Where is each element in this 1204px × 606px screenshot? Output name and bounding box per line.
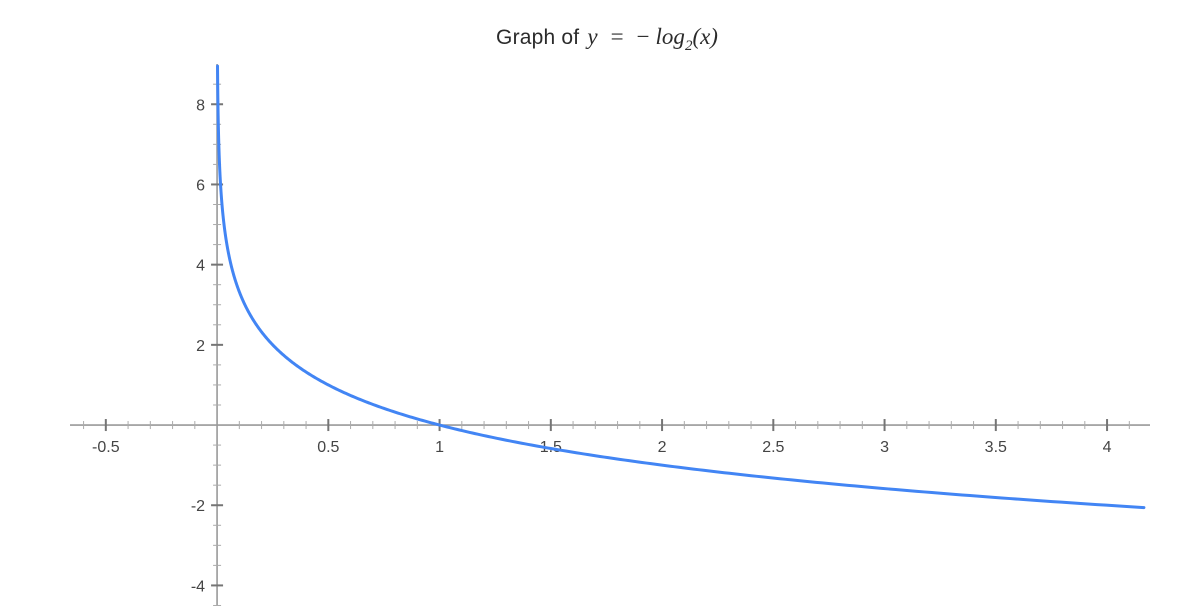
math-log: log	[655, 24, 685, 49]
y-tick-label: -4	[191, 578, 205, 595]
math-argument: (x)	[692, 24, 718, 49]
x-tick-label: 4	[1103, 439, 1112, 456]
title-prefix: Graph of	[496, 26, 580, 49]
x-tick-label: 3	[880, 439, 889, 456]
y-tick-label: 4	[196, 258, 205, 275]
x-tick-label: 2	[658, 439, 667, 456]
math-equals: =	[610, 24, 624, 49]
title-math-expression: y = − log2(x)	[579, 24, 718, 54]
x-tick-label: -0.5	[92, 439, 120, 456]
math-y: y	[587, 24, 598, 49]
x-tick-label: 0.5	[317, 439, 339, 456]
x-tick-label: 2.5	[762, 439, 784, 456]
x-tick-label: 3.5	[985, 439, 1007, 456]
math-log-base: 2	[684, 38, 693, 54]
chart-title: Graph of y = − log2(x)	[5, 24, 1204, 55]
y-tick-label: 6	[196, 177, 205, 194]
y-tick-label: -2	[191, 498, 205, 515]
y-tick-label: 8	[196, 97, 205, 114]
x-tick-label: 1	[435, 439, 444, 456]
math-minus: −	[636, 24, 650, 49]
function-curve	[216, 64, 1146, 510]
y-tick-label: 2	[196, 338, 205, 355]
